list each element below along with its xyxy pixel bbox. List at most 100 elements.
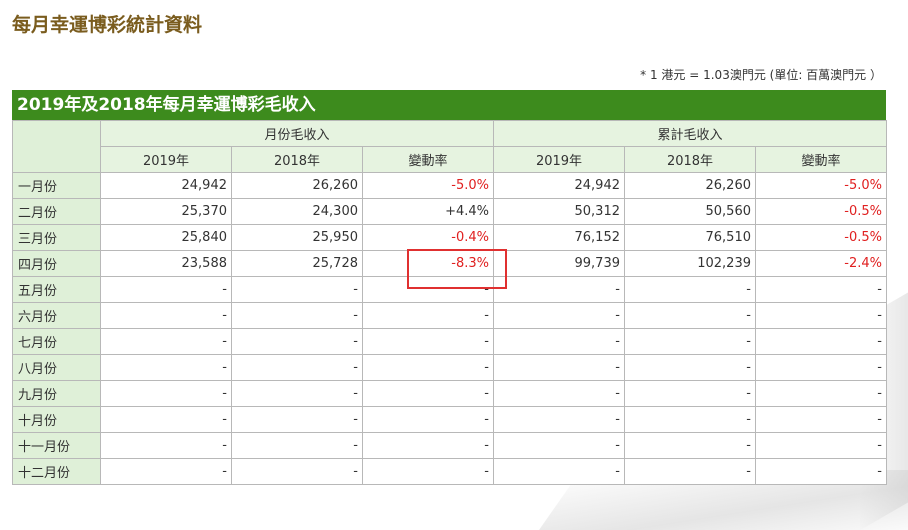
cumulative-2019-cell: 50,312	[493, 198, 625, 225]
month-label: 二月份	[12, 198, 101, 225]
cumulative-2019-cell: -	[493, 380, 625, 407]
monthly-2019-cell: 23,588	[100, 250, 232, 277]
monthly-2018-cell: -	[231, 302, 363, 329]
monthly-2019-cell: -	[100, 328, 232, 355]
cumulative-change-cell: -	[755, 276, 887, 303]
monthly-2019-cell: -	[100, 458, 232, 485]
cumulative-change-cell: -0.5%	[755, 224, 887, 251]
cumulative-2019-cell: -	[493, 432, 625, 459]
monthly-2018-cell: 26,260	[231, 172, 363, 199]
month-label: 九月份	[12, 380, 101, 407]
monthly-2018-cell: -	[231, 380, 363, 407]
month-label: 五月份	[12, 276, 101, 303]
table-row: 六月份 - - - - - -	[12, 302, 887, 329]
cumulative-2018-cell: -	[624, 432, 756, 459]
cumulative-change-cell: -0.5%	[755, 198, 887, 225]
monthly-2018-cell: -	[231, 406, 363, 433]
cumulative-2019-cell: -	[493, 302, 625, 329]
table-row: 二月份 25,370 24,300 +4.4% 50,312 50,560 -0.5%	[12, 198, 887, 225]
cumulative-2018-cell: 26,260	[624, 172, 756, 199]
month-label: 八月份	[12, 354, 101, 381]
table-row: 十一月份 - - - - - -	[12, 432, 887, 459]
monthly-change-cell: -5.0%	[362, 172, 494, 199]
monthly-2019-cell: -	[100, 354, 232, 381]
monthly-2019-cell: -	[100, 432, 232, 459]
monthly-change-cell: -	[362, 458, 494, 485]
cumulative-2019-cell: 24,942	[493, 172, 625, 199]
table-row: 九月份 - - - - - -	[12, 380, 887, 407]
cumulative-change-cell: -	[755, 302, 887, 329]
monthly-2019-cell: 25,370	[100, 198, 232, 225]
header-corner	[12, 120, 101, 173]
monthly-2018-cell: -	[231, 458, 363, 485]
table-row: 三月份 25,840 25,950 -0.4% 76,152 76,510 -0.5%	[12, 224, 887, 251]
cumulative-2018-cell: -	[624, 276, 756, 303]
cumulative-change-cell: -2.4%	[755, 250, 887, 277]
cumulative-2018-cell: 102,239	[624, 250, 756, 277]
monthly-2018-cell: -	[231, 354, 363, 381]
cumulative-2019-cell: 76,152	[493, 224, 625, 251]
monthly-change-cell: -	[362, 432, 494, 459]
monthly-2018-cell: 25,950	[231, 224, 363, 251]
cumulative-change-cell: -	[755, 458, 887, 485]
unit-note: * 1 港元 = 1.03澳門元 (單位: 百萬澳門元 ）	[640, 68, 882, 82]
header-monthly-2018: 2018年	[231, 146, 363, 173]
monthly-2018-cell: 24,300	[231, 198, 363, 225]
cumulative-change-cell: -	[755, 406, 887, 433]
month-label: 七月份	[12, 328, 101, 355]
monthly-change-cell: -0.4%	[362, 224, 494, 251]
revenue-table: 月份毛收入 累計毛收入 2019年 2018年 變動率 2019年 2018年 …	[12, 120, 887, 485]
cumulative-2019-cell: -	[493, 406, 625, 433]
monthly-2019-cell: -	[100, 380, 232, 407]
monthly-change-cell: -	[362, 406, 494, 433]
table-row: 十二月份 - - - - - -	[12, 458, 887, 485]
table-row: 七月份 - - - - - -	[12, 328, 887, 355]
revenue-table-container: 2019年及2018年每月幸運博彩毛收入 月份毛收入 累計毛收入 2019年 2…	[12, 90, 887, 485]
monthly-2019-cell: 25,840	[100, 224, 232, 251]
header-monthly-2019: 2019年	[100, 146, 232, 173]
header-monthly-revenue: 月份毛收入	[100, 120, 494, 147]
monthly-2018-cell: -	[231, 432, 363, 459]
table-row: 一月份 24,942 26,260 -5.0% 24,942 26,260 -5.0%	[12, 172, 887, 199]
header-cumulative-revenue: 累計毛收入	[493, 120, 887, 147]
header-monthly-change: 變動率	[362, 146, 494, 173]
cumulative-2019-cell: 99,739	[493, 250, 625, 277]
table-row: 四月份 23,588 25,728 -8.3% 99,739 102,239 -2.4%	[12, 250, 887, 277]
header-cumulative-change: 變動率	[755, 146, 887, 173]
cumulative-2019-cell: -	[493, 458, 625, 485]
monthly-change-cell: -	[362, 354, 494, 381]
cumulative-2018-cell: -	[624, 354, 756, 381]
month-label: 十一月份	[12, 432, 101, 459]
monthly-2019-cell: -	[100, 302, 232, 329]
monthly-2018-cell: 25,728	[231, 250, 363, 277]
table-row: 五月份 - - - - - -	[12, 276, 887, 303]
cumulative-change-cell: -	[755, 432, 887, 459]
monthly-2019-cell: -	[100, 406, 232, 433]
cumulative-2018-cell: -	[624, 302, 756, 329]
page-title: 每月幸運博彩統計資料	[12, 14, 203, 36]
monthly-2018-cell: -	[231, 328, 363, 355]
cumulative-2019-cell: -	[493, 276, 625, 303]
table-row: 八月份 - - - - - -	[12, 354, 887, 381]
monthly-2019-cell: -	[100, 276, 232, 303]
cumulative-2018-cell: -	[624, 380, 756, 407]
cumulative-change-cell: -	[755, 380, 887, 407]
table-row: 十月份 - - - - - -	[12, 406, 887, 433]
month-label: 十二月份	[12, 458, 101, 485]
monthly-change-cell: +4.4%	[362, 198, 494, 225]
header-cumulative-2018: 2018年	[624, 146, 756, 173]
header-cumulative-2019: 2019年	[493, 146, 625, 173]
cumulative-2018-cell: -	[624, 406, 756, 433]
month-label: 六月份	[12, 302, 101, 329]
cumulative-change-cell: -5.0%	[755, 172, 887, 199]
cumulative-2018-cell: 76,510	[624, 224, 756, 251]
monthly-change-cell: -	[362, 328, 494, 355]
monthly-2018-cell: -	[231, 276, 363, 303]
cumulative-change-cell: -	[755, 328, 887, 355]
cumulative-2018-cell: 50,560	[624, 198, 756, 225]
cumulative-2019-cell: -	[493, 354, 625, 381]
monthly-change-cell: -	[362, 302, 494, 329]
monthly-change-cell: -	[362, 276, 494, 303]
cumulative-2019-cell: -	[493, 328, 625, 355]
cumulative-2018-cell: -	[624, 458, 756, 485]
